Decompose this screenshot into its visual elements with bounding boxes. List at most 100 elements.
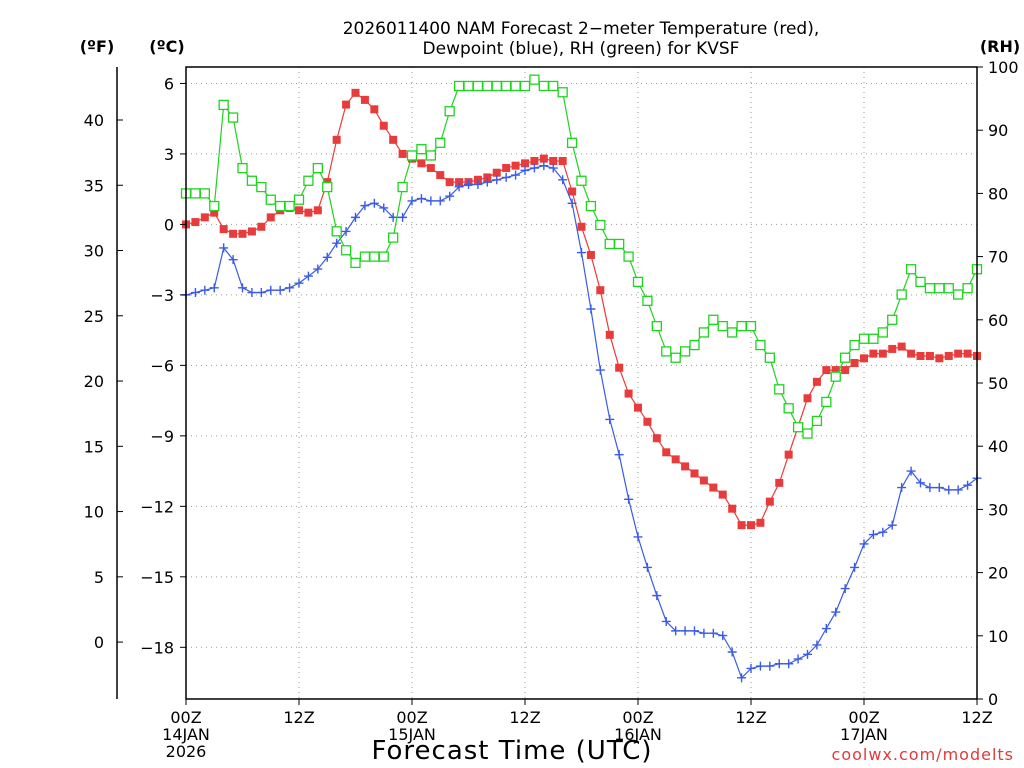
dewpoint-point bbox=[661, 616, 671, 626]
x-date-label: 16JAN bbox=[614, 725, 662, 744]
dewpoint-point bbox=[906, 466, 916, 476]
dewpoint-point bbox=[934, 483, 944, 493]
dewpoint-point bbox=[586, 304, 596, 314]
rh-tick-label: 30 bbox=[988, 500, 1008, 519]
temperature-point bbox=[718, 490, 727, 499]
celsius-tick-label: 3 bbox=[164, 145, 174, 164]
rh-point bbox=[199, 188, 210, 199]
dewpoint-point bbox=[341, 226, 351, 236]
temperature-point bbox=[681, 462, 690, 471]
temperature-point bbox=[634, 403, 642, 412]
dewpoint-point bbox=[878, 527, 888, 537]
temperature-point bbox=[662, 448, 671, 457]
dewpoint-point bbox=[351, 212, 360, 222]
rh-point bbox=[679, 346, 691, 357]
dewpoint-point bbox=[558, 175, 568, 185]
temperature-point bbox=[304, 208, 313, 217]
temperature-point bbox=[445, 178, 454, 187]
dewpoint-point bbox=[501, 172, 511, 182]
temperature-point bbox=[652, 434, 661, 443]
rh-point bbox=[953, 289, 964, 300]
rh-point bbox=[774, 384, 785, 395]
temperature-point bbox=[295, 206, 303, 215]
rh-point bbox=[350, 257, 361, 269]
rh-point bbox=[764, 352, 775, 363]
rh-point bbox=[962, 283, 973, 294]
rh-tick-label: 10 bbox=[988, 627, 1008, 646]
temperature-point bbox=[521, 159, 529, 168]
dewpoint-point bbox=[831, 607, 841, 617]
rh-point bbox=[689, 339, 700, 351]
rh-point bbox=[811, 415, 823, 427]
temperature-point bbox=[737, 521, 746, 530]
temperature-point bbox=[907, 349, 916, 358]
fahrenheit-tick-label: 0 bbox=[94, 633, 104, 652]
dewpoint-point bbox=[953, 485, 963, 495]
temperature-line bbox=[185, 91, 978, 526]
dewpoint-point bbox=[520, 165, 530, 175]
rh-point bbox=[538, 80, 549, 92]
x-date-label: 15JAN bbox=[388, 725, 436, 744]
temperature-point bbox=[313, 206, 322, 215]
temperature-point bbox=[878, 349, 887, 358]
dewpoint-point bbox=[285, 283, 295, 293]
rh-point bbox=[340, 245, 352, 256]
rh-point bbox=[642, 295, 653, 306]
rh-point bbox=[416, 144, 427, 155]
dewpoint-point bbox=[294, 278, 304, 288]
dewpoint-point bbox=[454, 182, 464, 192]
temperature-point bbox=[841, 366, 850, 375]
temperature-point bbox=[492, 168, 501, 177]
x-date-label: 17JAN bbox=[840, 725, 888, 744]
dewpoint-point bbox=[916, 478, 925, 488]
celsius-tick-label: −9 bbox=[150, 427, 174, 446]
rh-point bbox=[661, 346, 672, 357]
rh-point bbox=[868, 333, 879, 344]
fahrenheit-tick-label: 30 bbox=[84, 242, 104, 261]
temperature-point bbox=[596, 286, 605, 295]
dewpoint-point bbox=[464, 179, 473, 189]
temperature-point bbox=[342, 100, 351, 109]
dewpoint-point bbox=[793, 654, 803, 664]
dewpoint-point bbox=[868, 530, 878, 540]
plot-frame bbox=[185, 66, 978, 700]
temperature-point bbox=[266, 213, 275, 222]
rh-point bbox=[388, 232, 399, 243]
temperature-point bbox=[436, 171, 445, 180]
temperature-point bbox=[888, 344, 897, 353]
temperature-point bbox=[624, 389, 633, 398]
rh-tick-label: 0 bbox=[988, 690, 998, 709]
rh-point bbox=[877, 327, 888, 338]
temperature-point bbox=[219, 225, 228, 234]
rh-tick-label: 40 bbox=[988, 437, 1008, 456]
rh-point bbox=[830, 371, 841, 382]
dewpoint-point bbox=[548, 163, 558, 173]
dewpoint-point bbox=[190, 288, 200, 298]
rh-point bbox=[501, 80, 512, 92]
rh-point bbox=[623, 251, 634, 262]
dewpoint-point bbox=[963, 480, 973, 490]
temperature-point bbox=[370, 105, 379, 114]
rh-point bbox=[406, 150, 418, 161]
fahrenheit-tick-label: 10 bbox=[84, 503, 104, 522]
dewpoint-point bbox=[803, 649, 812, 659]
dewpoint-point bbox=[322, 252, 332, 262]
temperature-point bbox=[699, 476, 708, 485]
rh-point bbox=[670, 352, 681, 363]
dewpoint-point bbox=[219, 243, 229, 253]
dewpoint-point bbox=[595, 365, 605, 375]
temperature-point bbox=[756, 518, 765, 527]
temperature-point bbox=[765, 497, 774, 506]
rh-point bbox=[802, 428, 813, 439]
dewpoint-point bbox=[614, 450, 624, 460]
dewpoint-line bbox=[185, 165, 978, 679]
dewpoint-point bbox=[313, 264, 323, 274]
series-temperature bbox=[182, 88, 981, 530]
rh-point bbox=[190, 188, 201, 199]
rh-point bbox=[755, 339, 766, 351]
fahrenheit-unit-label: (ºF) bbox=[80, 37, 115, 56]
x-tick-label: 12Z bbox=[735, 708, 766, 727]
temperature-point bbox=[398, 149, 407, 158]
temperature-point bbox=[831, 366, 840, 375]
dewpoint-point bbox=[774, 659, 784, 669]
